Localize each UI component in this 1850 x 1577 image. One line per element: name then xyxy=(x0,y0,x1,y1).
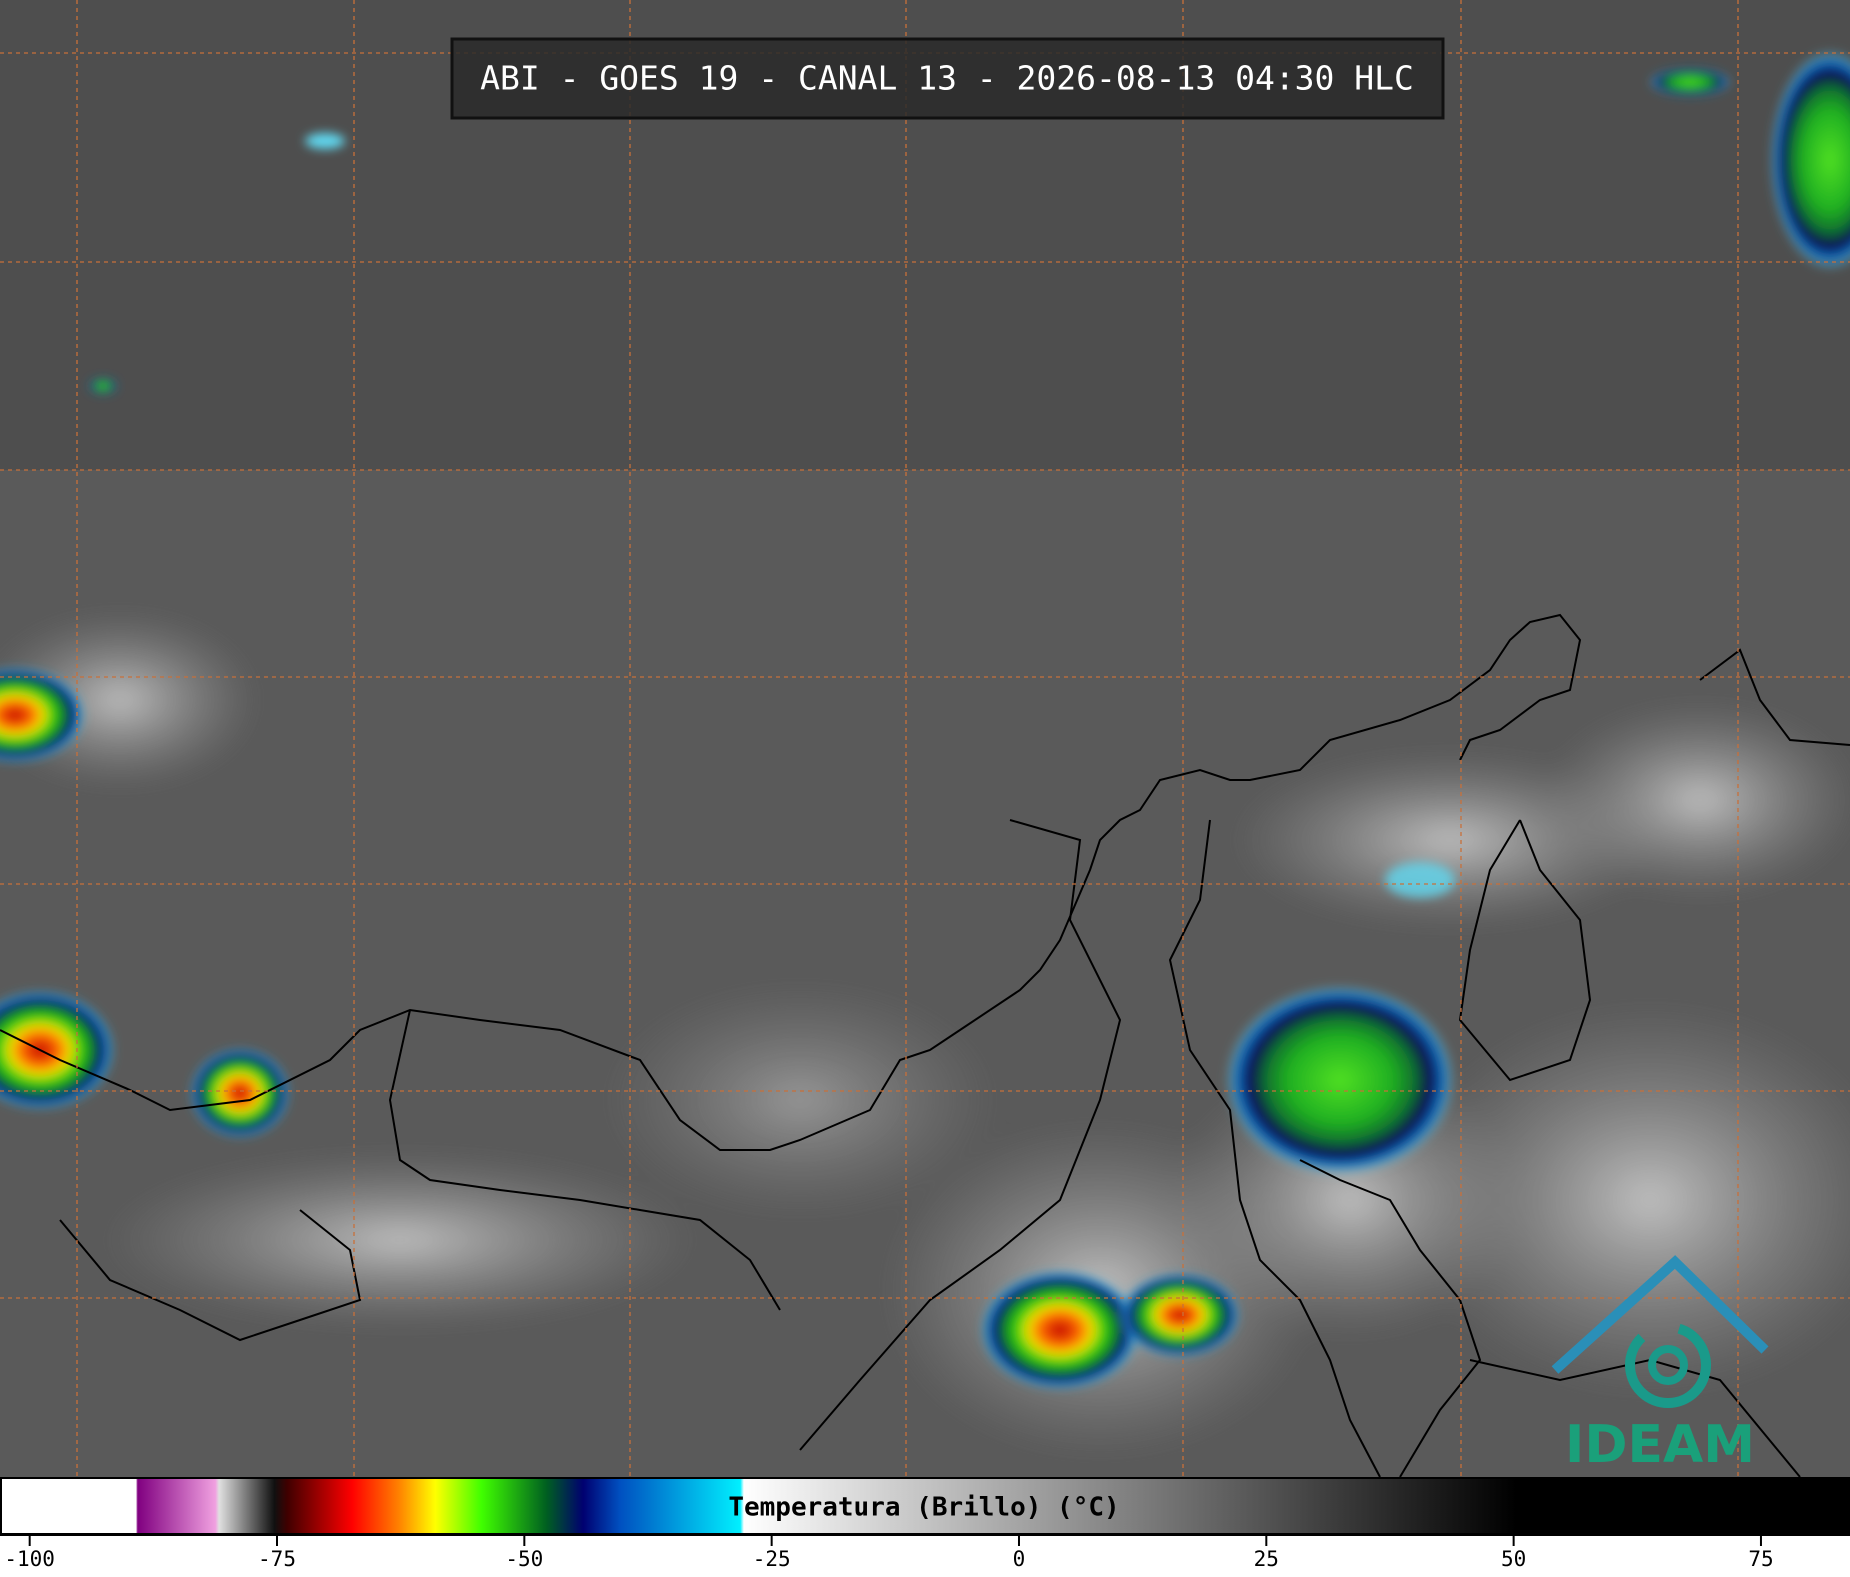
logo-text: IDEAM xyxy=(1565,1415,1755,1475)
colorbar-tick-label: -100 xyxy=(4,1547,55,1571)
colorbar-tick-label: -25 xyxy=(753,1547,791,1571)
colorbar-tick-label: 25 xyxy=(1254,1547,1279,1571)
title-box: ABI - GOES 19 - CANAL 13 - 2026-08-13 04… xyxy=(450,37,1445,120)
colorbar-tick-label: 75 xyxy=(1748,1547,1773,1571)
colorbar-label: Temperatura (Brillo) (°C) xyxy=(728,1493,1119,1523)
colorbar-ramp xyxy=(0,1477,1850,1535)
title: ABI - GOES 19 - CANAL 13 - 2026-08-13 04… xyxy=(480,59,1414,98)
satellite-image xyxy=(0,0,1850,1478)
logo: IDEAM xyxy=(1551,1255,1769,1475)
colorbar-tick-label: 0 xyxy=(1013,1547,1026,1571)
colorbar: Temperatura (Brillo) (°C) xyxy=(0,1477,1850,1577)
colorbar-tick-label: -75 xyxy=(258,1547,296,1571)
colorbar-tick-label: 50 xyxy=(1501,1547,1526,1571)
graticule xyxy=(0,0,1850,1477)
colorbar-tick-label: -50 xyxy=(505,1547,543,1571)
